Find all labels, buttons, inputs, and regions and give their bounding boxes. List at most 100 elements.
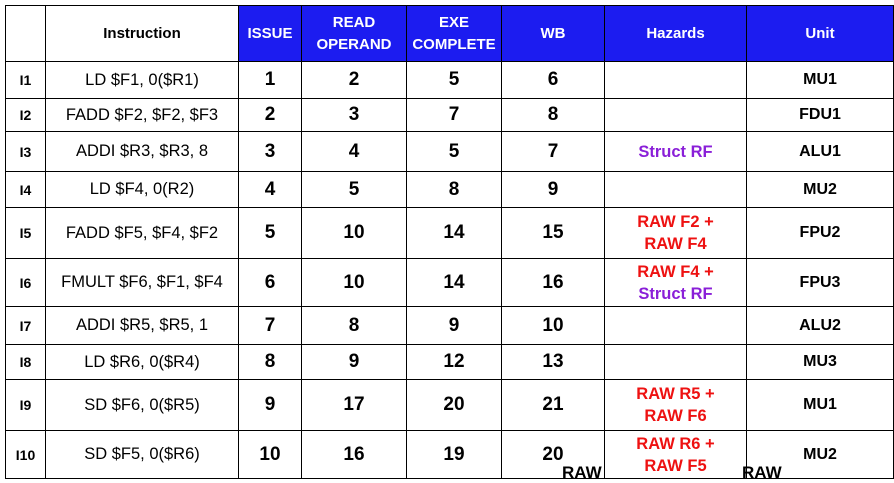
hazard-raw: RAW F4 + [637, 262, 714, 281]
wb-cycle: 6 [501, 61, 605, 99]
table-row: I7 ADDI $R5, $R5, 1 7 8 9 10 ALU2 [5, 306, 894, 345]
instruction-text: SD $F5, 0($R6) [45, 430, 239, 479]
instruction-id: I1 [5, 61, 46, 99]
header-read-operand-line1: READ [332, 13, 376, 31]
functional-unit: MU1 [746, 379, 894, 431]
issue-cycle: 2 [238, 98, 302, 132]
issue-cycle: 4 [238, 171, 302, 208]
read-operand-cycle: 5 [301, 171, 407, 208]
hazard-raw: RAW F2 + [637, 213, 714, 231]
table-row: I6 FMULT $F6, $F1, $F4 6 10 14 16 RAW F4 + Stru… [5, 258, 894, 307]
instruction-id: I10 [5, 430, 46, 479]
hazards-cell: RAW F2 + RAW F4 [604, 207, 747, 259]
hazards-cell: Struct RF [604, 131, 747, 172]
instruction-text: ADDI $R5, $R5, 1 [45, 306, 239, 345]
exe-complete-cycle: 14 [406, 207, 502, 259]
footer-cut-text-2: RAW [742, 463, 782, 482]
functional-unit: MU3 [746, 344, 894, 380]
header-instruction: Instruction [45, 5, 239, 62]
instruction-text: LD $F1, 0($R1) [45, 61, 239, 99]
instruction-id: I2 [5, 98, 46, 132]
instruction-id: I8 [5, 344, 46, 380]
functional-unit: MU1 [746, 61, 894, 99]
issue-cycle: 10 [238, 430, 302, 479]
table-row: I5 FADD $F5, $F4, $F2 5 10 14 15 RAW F2 + RAW F… [5, 207, 894, 259]
read-operand-cycle: 10 [301, 207, 407, 259]
hazard-raw: RAW F5 [644, 456, 707, 475]
functional-unit: ALU1 [746, 131, 894, 172]
table-body: I1 LD $F1, 0($R1) 1 2 5 6 MU1 I2 FADD $F2, $F2, … [5, 61, 894, 479]
issue-cycle: 1 [238, 61, 302, 99]
instruction-text: ADDI $R3, $R3, 8 [45, 131, 239, 172]
hazards-cell [604, 98, 747, 132]
instruction-text: FMULT $F6, $F1, $F4 [45, 258, 239, 307]
header-unit: Unit [746, 5, 894, 62]
table-row: I8 LD $R6, 0($R4) 8 9 12 13 MU3 [5, 344, 894, 380]
wb-cycle: 7 [501, 131, 605, 172]
instruction-id: I3 [5, 131, 46, 172]
exe-complete-cycle: 19 [406, 430, 502, 479]
wb-cycle: 13 [501, 344, 605, 380]
hazards-cell: RAW R5 + RAW F6 [604, 379, 747, 431]
table-row: I3 ADDI $R3, $R3, 8 3 4 5 7 Struct RF ALU1 [5, 131, 894, 172]
functional-unit: MU2 [746, 171, 894, 208]
hazards-cell: RAW F4 + Struct RF [604, 258, 747, 307]
hazards-cell [604, 61, 747, 99]
read-operand-cycle: 10 [301, 258, 407, 307]
functional-unit: FPU3 [746, 258, 894, 307]
read-operand-cycle: 4 [301, 131, 407, 172]
wb-cycle: 16 [501, 258, 605, 307]
instruction-id: I5 [5, 207, 46, 259]
table-row: I2 FADD $F2, $F2, $F3 2 3 7 8 FDU1 [5, 98, 894, 132]
wb-cycle: 9 [501, 171, 605, 208]
header-row: Instruction ISSUE READ OPERAND EXE COMPL… [5, 5, 894, 62]
instruction-id: I4 [5, 171, 46, 208]
functional-unit: FDU1 [746, 98, 894, 132]
hazards-cell: RAW R6 + RAW F5 [604, 430, 747, 479]
instruction-text: LD $F4, 0(R2) [45, 171, 239, 208]
header-wb: WB [501, 5, 605, 62]
schedule-table: Instruction ISSUE READ OPERAND EXE COMPL… [5, 5, 894, 479]
header-exe-complete-line1: EXE [438, 13, 469, 31]
header-exe-complete-line2: COMPLETE [412, 35, 496, 53]
hazard-raw: RAW F6 [644, 407, 707, 425]
wb-cycle: 8 [501, 98, 605, 132]
functional-unit: FPU2 [746, 207, 894, 259]
hazards-cell [604, 306, 747, 345]
header-read-operand-line2: OPERAND [316, 35, 392, 53]
issue-cycle: 6 [238, 258, 302, 307]
exe-complete-cycle: 20 [406, 379, 502, 431]
instruction-text: SD $F6, 0($R5) [45, 379, 239, 431]
read-operand-cycle: 2 [301, 61, 407, 99]
exe-complete-cycle: 9 [406, 306, 502, 345]
exe-complete-cycle: 12 [406, 344, 502, 380]
issue-cycle: 5 [238, 207, 302, 259]
hazard-raw: RAW F4 [644, 235, 707, 253]
wb-cycle: 21 [501, 379, 605, 431]
hazards-cell [604, 171, 747, 208]
read-operand-cycle: 8 [301, 306, 407, 345]
instruction-id: I9 [5, 379, 46, 431]
instruction-id: I6 [5, 258, 46, 307]
hazards-cell [604, 344, 747, 380]
exe-complete-cycle: 5 [406, 61, 502, 99]
read-operand-cycle: 9 [301, 344, 407, 380]
instruction-text: FADD $F2, $F2, $F3 [45, 98, 239, 132]
functional-unit: ALU2 [746, 306, 894, 345]
instruction-id: I7 [5, 306, 46, 345]
instruction-text: FADD $F5, $F4, $F2 [45, 207, 239, 259]
table-row: I4 LD $F4, 0(R2) 4 5 8 9 MU2 [5, 171, 894, 208]
hazard-struct: Struct RF [638, 284, 713, 303]
issue-cycle: 8 [238, 344, 302, 380]
footer-cut-text-1: RAW [562, 463, 602, 482]
hazard-raw: RAW R5 + [636, 385, 715, 403]
read-operand-cycle: 3 [301, 98, 407, 132]
wb-cycle: 15 [501, 207, 605, 259]
issue-cycle: 7 [238, 306, 302, 345]
hazard-raw: RAW R6 + [636, 434, 715, 453]
exe-complete-cycle: 14 [406, 258, 502, 307]
header-blank [5, 5, 46, 62]
issue-cycle: 9 [238, 379, 302, 431]
exe-complete-cycle: 8 [406, 171, 502, 208]
instruction-text: LD $R6, 0($R4) [45, 344, 239, 380]
